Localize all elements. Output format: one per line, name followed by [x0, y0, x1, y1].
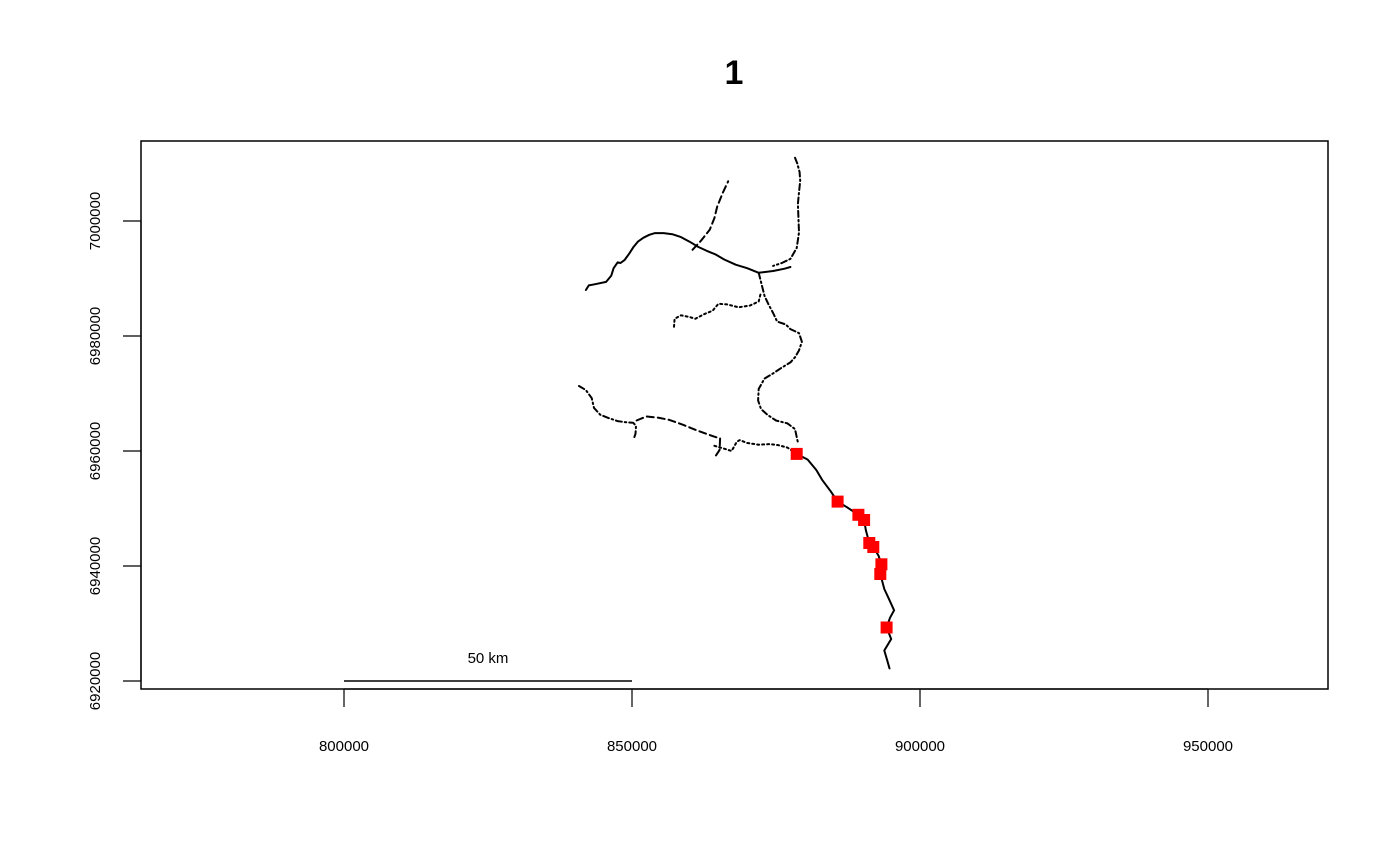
sample-point — [790, 447, 803, 460]
x-tick-label: 950000 — [1183, 738, 1233, 755]
x-tick-label: 800000 — [319, 738, 369, 755]
river-segment — [691, 180, 730, 251]
scale-bar-label: 50 km — [468, 650, 509, 667]
x-tick-label: 850000 — [607, 738, 657, 755]
y-tick-label: 7000000 — [87, 192, 104, 250]
sample-point — [875, 558, 888, 571]
river-network — [578, 156, 896, 670]
sample-point — [858, 514, 871, 526]
river-segment — [635, 415, 722, 459]
plot-frame — [140, 140, 1329, 690]
y-tick-label: 6940000 — [87, 537, 104, 595]
river-segment — [757, 271, 803, 444]
x-tick-label: 900000 — [895, 738, 945, 755]
y-tick-label: 6980000 — [87, 307, 104, 365]
y-tick-label: 6920000 — [87, 652, 104, 710]
x-axis: 800000 850000 900000 950000 — [319, 688, 1233, 755]
river-segment — [578, 385, 637, 439]
y-tick-label: 6960000 — [87, 422, 104, 480]
y-axis: 6920000 6940000 6960000 6980000 7000000 — [87, 192, 142, 710]
scale-bar: 50 km — [344, 650, 632, 682]
sample-point — [874, 568, 887, 580]
sample-point — [867, 541, 880, 553]
river-segment — [584, 232, 792, 291]
sample-point — [831, 495, 844, 508]
plot-title: 1 — [725, 54, 744, 92]
river-segment — [673, 293, 762, 328]
river-segment — [713, 439, 798, 455]
sample-points — [790, 447, 893, 634]
river-segment — [772, 156, 802, 267]
sample-point — [880, 621, 893, 634]
